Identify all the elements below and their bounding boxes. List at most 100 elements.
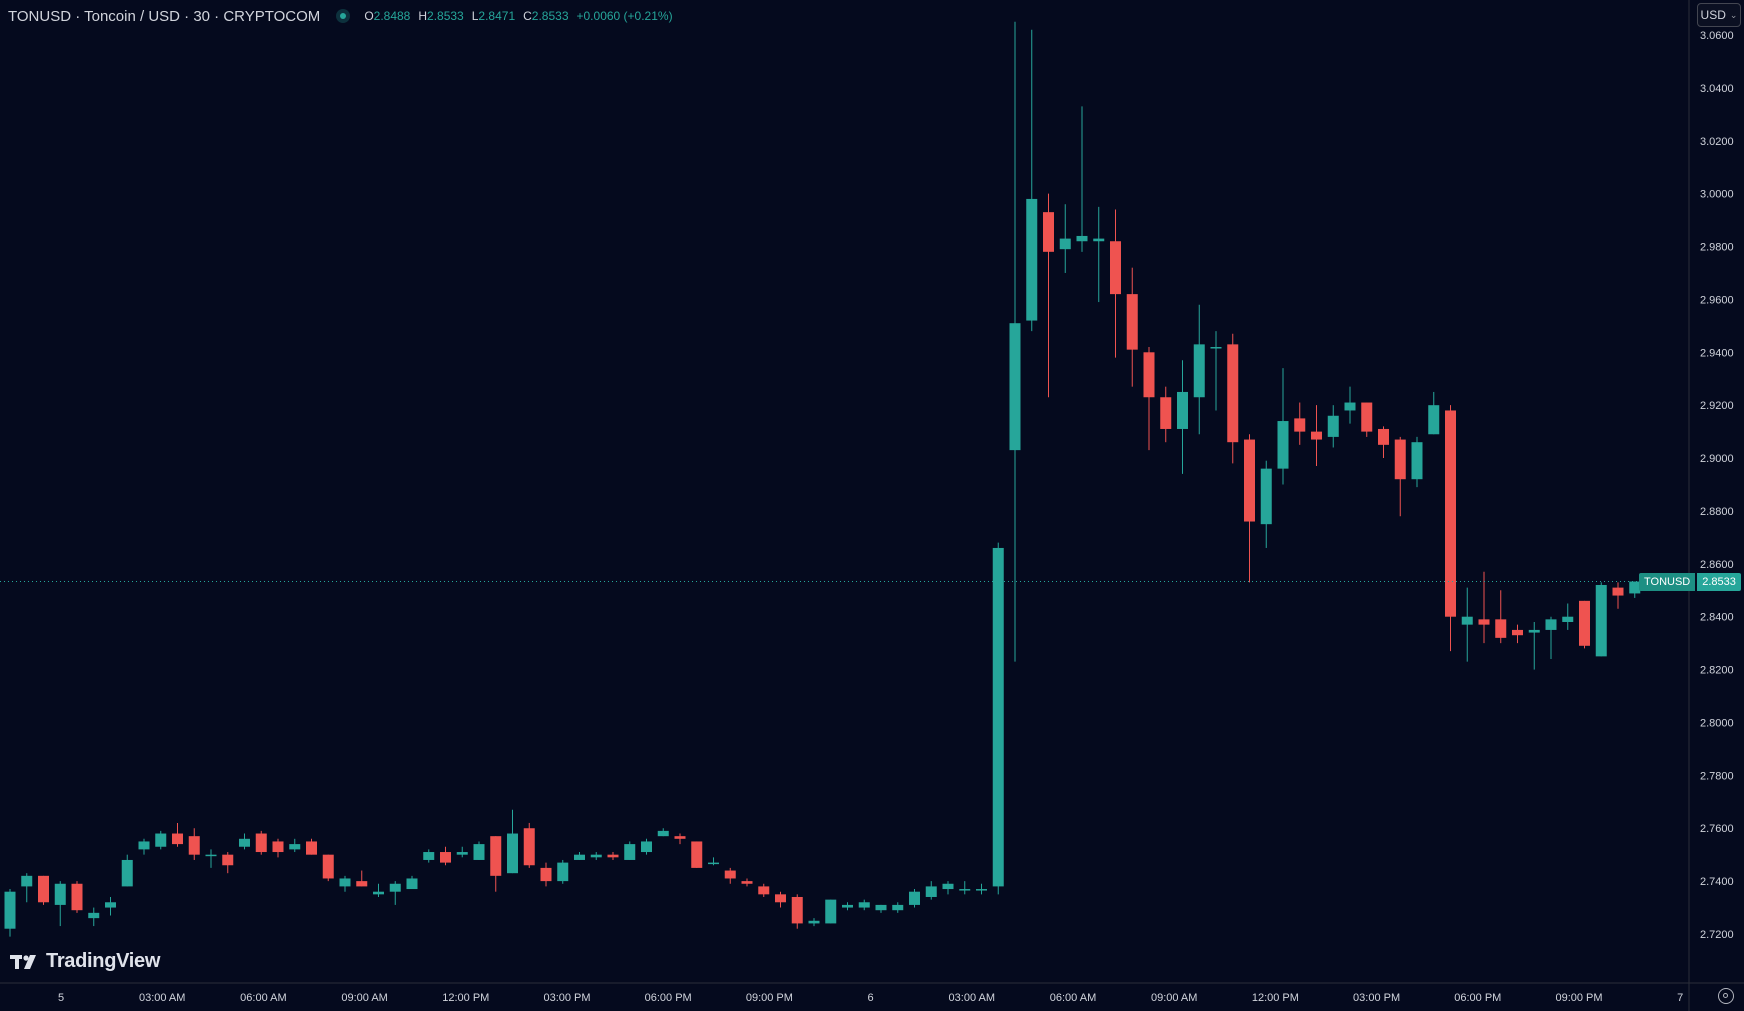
price-tick-label: 2.7800 bbox=[1700, 770, 1734, 782]
candle-body bbox=[255, 833, 267, 853]
candle-body bbox=[1361, 402, 1373, 432]
candle-body bbox=[1210, 347, 1222, 349]
time-tick-label: 5 bbox=[58, 992, 64, 1004]
candle-body bbox=[1311, 431, 1322, 440]
price-tick-label: 2.9000 bbox=[1700, 453, 1734, 465]
price-tick-label: 2.8800 bbox=[1700, 506, 1734, 518]
candle-body bbox=[1579, 600, 1590, 646]
candle bbox=[674, 833, 686, 845]
candle bbox=[339, 875, 351, 892]
time-tick-label: 7 bbox=[1677, 992, 1683, 1004]
candle-body bbox=[875, 904, 887, 911]
candle-body bbox=[1193, 344, 1205, 398]
candle bbox=[1244, 434, 1255, 583]
candle bbox=[1344, 386, 1356, 424]
candle bbox=[875, 904, 887, 913]
candle-body bbox=[138, 841, 150, 850]
candle bbox=[406, 875, 418, 890]
candle-body bbox=[1026, 198, 1038, 321]
time-tick-label: 09:00 PM bbox=[746, 992, 793, 1004]
candle bbox=[440, 846, 451, 866]
price-tick-label: 3.0600 bbox=[1700, 30, 1734, 42]
candle-body bbox=[1043, 212, 1054, 252]
candle-body bbox=[992, 547, 1004, 887]
candle bbox=[1059, 204, 1071, 273]
time-tick-label: 12:00 PM bbox=[1252, 992, 1299, 1004]
candle-body bbox=[1528, 629, 1540, 633]
price-tick-label: 2.8400 bbox=[1700, 612, 1734, 624]
candle bbox=[557, 859, 569, 884]
candle bbox=[1076, 106, 1088, 252]
candle bbox=[1143, 347, 1155, 451]
candle bbox=[54, 881, 66, 927]
candle-body bbox=[1411, 442, 1423, 480]
price-tick-label: 2.8200 bbox=[1700, 665, 1734, 677]
candle-body bbox=[322, 854, 334, 879]
price-change: +0.0060 (+0.21%) bbox=[576, 9, 673, 23]
candle bbox=[1160, 386, 1172, 443]
candle-body bbox=[1562, 616, 1574, 622]
time-tick-label: 09:00 AM bbox=[1151, 992, 1197, 1004]
candles-layer bbox=[4, 21, 1641, 937]
currency-selector[interactable]: USD ⌄ bbox=[1697, 3, 1741, 27]
candle bbox=[624, 841, 636, 860]
candle-body bbox=[959, 889, 971, 891]
candle-body bbox=[708, 862, 719, 865]
candle-body bbox=[1277, 421, 1289, 469]
candle-body bbox=[507, 833, 518, 874]
symbol-title[interactable]: TONUSD · Toncoin / USD · 30 · CRYPTOCOM bbox=[8, 7, 321, 25]
candle bbox=[925, 881, 937, 900]
candle-body bbox=[440, 852, 451, 863]
candle-body bbox=[1126, 294, 1138, 350]
candle bbox=[1294, 402, 1306, 445]
candle-body bbox=[1093, 238, 1105, 242]
candle-body bbox=[1009, 323, 1021, 451]
candle-body bbox=[557, 862, 569, 882]
price-tick-label: 3.0000 bbox=[1700, 189, 1734, 201]
gear-icon[interactable] bbox=[1718, 988, 1734, 1004]
candle-body bbox=[657, 830, 669, 837]
candle bbox=[1361, 402, 1373, 437]
candle bbox=[222, 852, 234, 874]
candle bbox=[389, 881, 401, 905]
candle bbox=[1629, 581, 1641, 598]
candle-body bbox=[1428, 405, 1440, 435]
candle bbox=[909, 889, 920, 908]
candle-body bbox=[356, 881, 368, 887]
tradingview-logo[interactable]: TradingView bbox=[10, 950, 160, 973]
candle bbox=[121, 854, 133, 887]
candle-body bbox=[858, 902, 870, 908]
candle bbox=[306, 838, 317, 855]
candle bbox=[490, 836, 502, 892]
time-tick-label: 06:00 PM bbox=[1454, 992, 1501, 1004]
candle bbox=[1545, 616, 1557, 660]
price-tag-symbol: TONUSD bbox=[1639, 573, 1696, 591]
candle-body bbox=[758, 886, 770, 895]
time-tick-label: 03:00 AM bbox=[139, 992, 185, 1004]
candle-body bbox=[942, 883, 954, 890]
candle-body bbox=[188, 836, 200, 855]
price-tick-label: 2.9600 bbox=[1700, 294, 1734, 306]
candle-body bbox=[389, 883, 401, 892]
candle-body bbox=[976, 889, 987, 891]
candle-body bbox=[155, 833, 167, 847]
candle bbox=[1093, 206, 1105, 303]
candle bbox=[239, 833, 250, 850]
candle bbox=[21, 873, 33, 903]
candle bbox=[691, 841, 703, 868]
candle-body bbox=[1227, 344, 1239, 443]
candle bbox=[1478, 571, 1490, 644]
candle bbox=[590, 852, 602, 860]
candle bbox=[423, 849, 435, 863]
candle-body bbox=[222, 854, 234, 866]
candle bbox=[858, 899, 870, 911]
price-tick-label: 2.9200 bbox=[1700, 400, 1734, 412]
logo-text: TradingView bbox=[46, 950, 161, 972]
candle bbox=[540, 862, 552, 887]
candle-body bbox=[1629, 581, 1641, 594]
candle-body bbox=[624, 844, 636, 860]
live-dot-icon bbox=[336, 9, 351, 23]
candle bbox=[825, 899, 837, 924]
time-tick-label: 09:00 AM bbox=[341, 992, 387, 1004]
